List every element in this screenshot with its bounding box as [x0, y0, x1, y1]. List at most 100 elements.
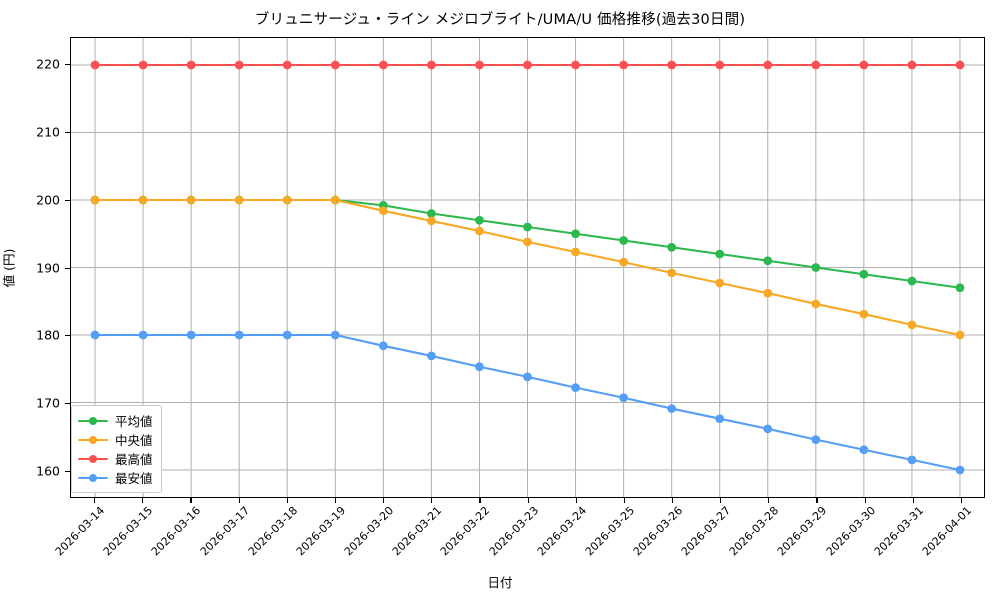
x-tick-label: 2026-03-14 — [52, 504, 108, 559]
series-point — [427, 216, 436, 226]
series-point — [619, 236, 628, 245]
x-tick-label: 2026-03-15 — [101, 504, 156, 559]
series-point — [427, 209, 436, 218]
series-point — [186, 330, 196, 340]
x-tick-mark — [720, 498, 722, 503]
series-point — [90, 60, 100, 70]
y-tick-mark — [65, 199, 70, 201]
y-tick-label: 160 — [36, 463, 60, 479]
gridlines — [71, 38, 984, 497]
series-point — [138, 330, 148, 340]
x-tick-mark — [816, 498, 818, 503]
x-tick-label: 2026-03-16 — [149, 504, 204, 559]
legend-swatch-icon — [78, 472, 108, 484]
series-point — [475, 60, 484, 70]
x-tick-label: 2026-03-17 — [197, 504, 252, 559]
series-point — [330, 60, 340, 70]
series-point — [859, 269, 869, 279]
series-point — [715, 249, 725, 259]
series-point — [955, 465, 965, 475]
series-point — [619, 393, 628, 403]
y-tick-label: 200 — [36, 192, 60, 208]
series-point — [667, 242, 677, 252]
series-point — [475, 215, 484, 225]
legend-label: 最安値 — [115, 471, 153, 486]
x-tick-label: 2026-03-30 — [823, 504, 878, 559]
series-point — [234, 60, 244, 70]
series-point — [234, 330, 244, 340]
series-point — [378, 60, 388, 70]
y-tick-mark — [65, 267, 70, 269]
series-point — [859, 445, 869, 455]
x-tick-mark — [142, 498, 144, 503]
x-tick-mark — [431, 498, 433, 503]
series-point — [571, 229, 580, 239]
legend-item-1[interactable]: 平均値 — [78, 411, 153, 430]
series-point — [859, 60, 869, 70]
series-point — [955, 283, 965, 293]
x-tick-mark — [190, 498, 192, 503]
x-axis-title: 日付 — [487, 575, 513, 590]
data-series-layer — [90, 60, 965, 475]
series-point — [427, 351, 436, 361]
y-tick-mark — [65, 131, 70, 134]
series-point — [619, 257, 628, 267]
y-tick-label: 180 — [36, 327, 60, 343]
series-point — [282, 60, 292, 70]
legend-item-3[interactable]: 最高値 — [78, 449, 153, 468]
x-tick-label: 2026-03-31 — [871, 504, 926, 559]
series-point — [378, 206, 388, 216]
series-point — [475, 226, 484, 236]
legend-label: 中央値 — [115, 433, 153, 448]
chart-title: ブリュニサージュ・ライン メジロブライト/UMA/U 価格推移(過去30日間) — [254, 12, 746, 28]
x-tick-mark — [334, 498, 337, 503]
x-tick-label: 2026-03-27 — [678, 504, 734, 559]
legend-item-4[interactable]: 最安値 — [78, 468, 153, 487]
y-axis-title: 値 (円) — [1, 248, 17, 288]
x-tick-label: 2026-03-20 — [341, 504, 397, 559]
y-tick-mark — [65, 64, 70, 66]
series-point — [907, 320, 917, 330]
series-point — [811, 60, 821, 70]
series-point — [907, 455, 917, 465]
series-point — [667, 268, 677, 278]
series-point — [667, 404, 677, 413]
x-tick-label: 2026-03-29 — [775, 504, 830, 559]
x-tick-mark — [286, 498, 288, 503]
legend-swatch-icon — [78, 434, 108, 446]
series-point — [523, 237, 532, 247]
x-tick-label: 2026-03-23 — [486, 504, 541, 559]
series-point — [330, 195, 340, 205]
y-tick-label: 220 — [36, 56, 60, 72]
x-tick-label: 2026-03-25 — [582, 504, 638, 559]
series-point — [138, 195, 148, 205]
series-point — [523, 222, 532, 232]
series-point — [955, 60, 965, 70]
series-point — [523, 60, 532, 70]
plot-area — [70, 37, 985, 498]
series-point — [715, 278, 725, 288]
series-point — [715, 414, 725, 424]
y-tick-label: 210 — [36, 124, 60, 140]
y-tick-label: 170 — [36, 395, 60, 411]
x-tick-mark — [768, 498, 770, 503]
series-point — [378, 341, 388, 351]
series-line — [93, 333, 962, 472]
x-tick-label: 2026-03-19 — [293, 504, 349, 559]
series-point — [90, 330, 100, 340]
series-point — [619, 60, 628, 70]
series-point — [763, 424, 773, 434]
x-tick-mark — [864, 498, 866, 503]
legend-swatch-icon — [78, 415, 108, 427]
y-tick-mark — [65, 403, 70, 405]
series-point — [907, 276, 917, 286]
y-tick-mark — [65, 335, 70, 337]
x-tick-mark — [623, 498, 625, 503]
x-tick-mark — [671, 498, 674, 503]
series-point — [955, 330, 965, 340]
x-tick-label: 2026-03-26 — [630, 504, 686, 559]
legend-item-2[interactable]: 中央値 — [78, 430, 153, 449]
y-tick-mark — [65, 470, 70, 473]
series-point — [571, 247, 580, 257]
